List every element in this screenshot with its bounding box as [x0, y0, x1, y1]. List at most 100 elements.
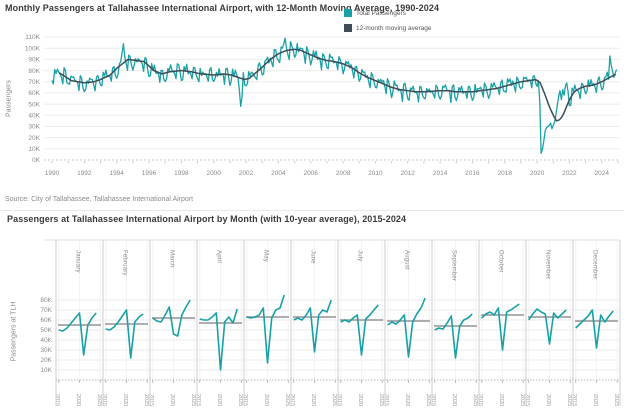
month-label: February [122, 250, 128, 276]
panel-year-tick: 2015 [242, 394, 248, 406]
svg-text:1990: 1990 [45, 170, 60, 177]
month-label: December [592, 250, 598, 279]
legend-item-total: Total Passengers [344, 9, 432, 17]
month-label: September [451, 250, 457, 281]
svg-text:0K: 0K [32, 157, 41, 164]
svg-text:1996: 1996 [142, 170, 157, 177]
panel-year-tick: 2020 [263, 394, 269, 406]
legend-label-average: 12-month moving average [356, 24, 432, 32]
panel-year-tick: 2020 [545, 394, 551, 406]
panel-series-line [387, 297, 426, 358]
panel-series-line [246, 294, 285, 364]
panel-series-line [481, 303, 520, 351]
svg-text:1994: 1994 [109, 170, 124, 177]
svg-text:30K: 30K [40, 347, 52, 354]
panel-series-line [528, 308, 567, 345]
svg-text:100K: 100K [25, 45, 41, 52]
panel-series-line [58, 312, 97, 356]
panel-year-tick: 2025 [378, 394, 384, 406]
panel-year-tick: 2025 [613, 394, 619, 406]
month-label: November [545, 250, 551, 279]
panel-series-line [434, 313, 473, 359]
svg-text:110K: 110K [25, 34, 40, 41]
svg-text:2000: 2000 [206, 170, 221, 177]
svg-text:50K: 50K [40, 327, 52, 334]
panel-year-tick: 2020 [122, 394, 128, 406]
panel-year-tick: 2025 [284, 394, 290, 406]
bottom-chart-title: Passengers at Tallahassee International … [7, 214, 407, 224]
svg-text:1992: 1992 [77, 170, 92, 177]
svg-text:2016: 2016 [465, 170, 480, 177]
svg-text:2022: 2022 [562, 170, 577, 177]
svg-text:2002: 2002 [239, 170, 254, 177]
month-label: July [357, 250, 363, 261]
svg-text:2008: 2008 [336, 170, 351, 177]
panel-year-tick: 2015 [148, 394, 154, 406]
svg-text:60K: 60K [28, 90, 40, 97]
panel-year-tick: 2025 [331, 394, 337, 406]
panel-series-line [105, 309, 144, 359]
legend-label-total: Total Passengers [356, 9, 406, 17]
svg-text:10K: 10K [40, 367, 52, 374]
panel-year-tick: 2015 [430, 394, 436, 406]
svg-text:2014: 2014 [433, 170, 448, 177]
panel-series-line [340, 304, 379, 356]
panel-series-line [199, 308, 238, 371]
month-label: June [310, 250, 316, 264]
panel-year-tick: 2015 [101, 394, 107, 406]
svg-text:2004: 2004 [271, 170, 286, 177]
panel-year-tick: 2025 [190, 394, 196, 406]
svg-text:2024: 2024 [595, 170, 610, 177]
panel-year-tick: 2020 [357, 394, 363, 406]
month-label: March [169, 250, 175, 268]
source-note: Source: City of Tallahassee, Tallahassee… [5, 196, 194, 203]
panel-series-line [152, 299, 191, 337]
svg-text:2018: 2018 [498, 170, 513, 177]
panel-year-tick: 2015 [524, 394, 530, 406]
month-label: April [216, 250, 222, 263]
month-label: May [263, 250, 269, 262]
svg-text:30K: 30K [28, 124, 40, 131]
svg-text:60K: 60K [40, 317, 52, 324]
panel-year-tick: 2020 [451, 394, 457, 406]
panel-year-tick: 2025 [96, 394, 102, 406]
panel-year-tick: 2020 [498, 394, 504, 406]
panel-series-line [293, 299, 332, 353]
svg-text:2010: 2010 [368, 170, 383, 177]
svg-text:2020: 2020 [530, 170, 545, 177]
svg-text:80K: 80K [28, 68, 40, 75]
svg-text:70K: 70K [40, 307, 52, 314]
svg-text:20K: 20K [40, 357, 52, 364]
panel-year-tick: 2015 [289, 394, 295, 406]
panel-year-tick: 2020 [216, 394, 222, 406]
svg-text:2006: 2006 [303, 170, 318, 177]
svg-text:50K: 50K [28, 101, 40, 108]
panel-year-tick: 2025 [425, 394, 431, 406]
panel-year-tick: 2025 [519, 394, 525, 406]
panel-year-tick: 2020 [75, 394, 81, 406]
svg-text:1998: 1998 [174, 170, 189, 177]
svg-text:20K: 20K [28, 135, 40, 142]
svg-text:70K: 70K [28, 79, 40, 86]
month-label: October [498, 250, 504, 273]
month-label: August [404, 250, 410, 270]
moving-average-line [58, 48, 617, 122]
panel-year-tick: 2015 [477, 394, 483, 406]
legend-swatch-total [344, 9, 352, 17]
panel-year-tick: 2015 [195, 394, 201, 406]
panel-year-tick: 2025 [237, 394, 243, 406]
top-chart-title: Monthly Passengers at Tallahassee Intern… [5, 3, 440, 13]
total-passengers-line [51, 37, 618, 154]
panel-year-tick: 2015 [383, 394, 389, 406]
panel-year-tick: 2015 [571, 394, 577, 406]
legend-item-average: 12-month moving average [344, 24, 432, 32]
panel-year-tick: 2020 [592, 394, 598, 406]
panel-year-tick: 2025 [566, 394, 572, 406]
legend-swatch-average [344, 24, 352, 32]
svg-text:80K: 80K [40, 297, 52, 304]
svg-text:40K: 40K [28, 113, 40, 120]
svg-text:10K: 10K [28, 146, 40, 153]
panel-series-line [575, 309, 614, 349]
